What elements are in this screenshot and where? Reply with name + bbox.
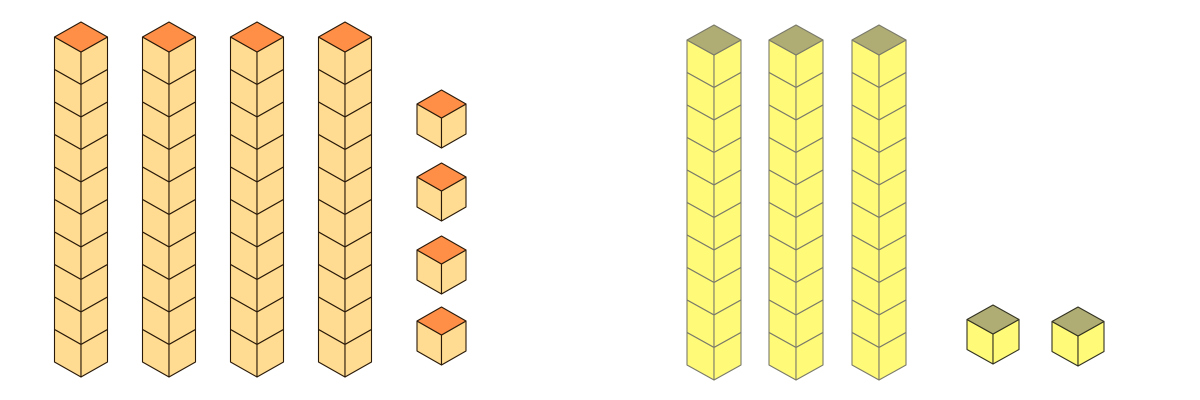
cube-top-face (416, 162, 467, 192)
orange-tens-rod (141, 21, 197, 378)
cube-right-face (256, 328, 285, 378)
cube-top-face (416, 235, 467, 265)
cube-top-face (229, 21, 285, 53)
orange-tens-rod (229, 21, 285, 378)
cube-top-face (966, 304, 1020, 335)
cube-right-face (878, 331, 907, 381)
cube-right-face (795, 331, 824, 381)
cube-top-face (851, 24, 907, 56)
orange-tens-rod (53, 21, 109, 378)
orange-unit-cube (416, 306, 467, 366)
cube-top-face (53, 21, 109, 53)
cube-top-face (416, 306, 467, 336)
cube-top-face (686, 24, 742, 56)
cube-top-face (416, 89, 467, 119)
cube-right-face (80, 328, 109, 378)
orange-tens-rod (317, 21, 373, 378)
cube-right-face (344, 328, 373, 378)
yellow-unit-cube (1051, 306, 1105, 367)
yellow-tens-rod (686, 24, 742, 381)
yellow-tens-rod (768, 24, 824, 381)
cube-top-face (1051, 306, 1105, 337)
cube-top-face (141, 21, 197, 53)
cube-right-face (168, 328, 197, 378)
orange-unit-cube (416, 235, 467, 295)
cube-top-face (317, 21, 373, 53)
yellow-tens-rod (851, 24, 907, 381)
orange-unit-cube (416, 89, 467, 149)
yellow-unit-cube (966, 304, 1020, 365)
cube-top-face (768, 24, 824, 56)
orange-unit-cube (416, 162, 467, 222)
cube-right-face (713, 331, 742, 381)
